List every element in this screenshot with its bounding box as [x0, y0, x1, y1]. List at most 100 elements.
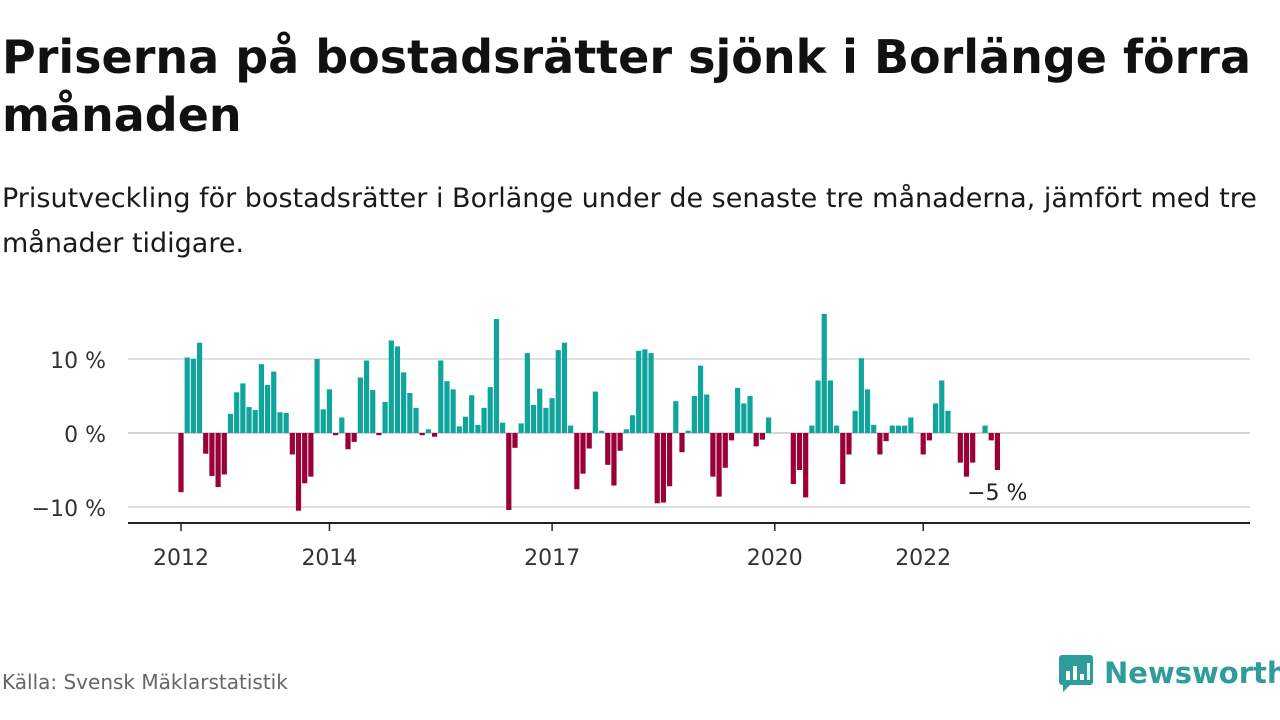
newsworthy-logo[interactable]: Newsworthy [1058, 652, 1280, 694]
newsworthy-logo-icon [1059, 655, 1093, 692]
bar [240, 383, 246, 433]
bar [691, 396, 697, 433]
bar [444, 381, 450, 433]
bar [834, 425, 840, 433]
bar [827, 380, 834, 433]
bar [735, 387, 741, 433]
source-note: Källa: Svensk Mäklarstatistik [2, 670, 288, 694]
bar [475, 424, 481, 433]
bar [518, 423, 524, 433]
x-tick-label: 2022 [895, 546, 951, 571]
bar [741, 403, 747, 433]
x-tick-label: 2014 [301, 546, 357, 571]
bar [456, 426, 462, 433]
bar [333, 433, 339, 436]
bar [908, 417, 914, 433]
bar [945, 410, 951, 433]
bar [574, 433, 580, 490]
bar [685, 430, 691, 433]
bar [339, 417, 345, 433]
bar [803, 433, 809, 498]
bar [605, 433, 611, 465]
bar [716, 433, 722, 497]
bar [388, 340, 394, 433]
bar [982, 425, 988, 433]
bar [543, 407, 549, 433]
bar [815, 380, 821, 433]
bar [438, 360, 444, 433]
bar [178, 433, 184, 493]
bars [178, 313, 1001, 511]
bar [357, 377, 363, 433]
bar [710, 433, 716, 477]
bar [462, 416, 469, 433]
bar [500, 422, 506, 433]
bar [487, 387, 493, 433]
x-tick-label: 2017 [524, 546, 580, 571]
bar [871, 424, 877, 433]
bar [376, 433, 382, 436]
bar [963, 433, 970, 477]
bar [326, 389, 333, 433]
bar [753, 433, 759, 447]
bar-chart: 10 % 0 % −10 % 2012 2014 2017 2020 2022 −5 % [32, 313, 1250, 571]
bar [994, 433, 1001, 470]
bar [586, 433, 592, 449]
bar [877, 433, 883, 455]
bar [549, 398, 555, 433]
bar [234, 392, 240, 433]
bar [246, 407, 252, 433]
bar [648, 353, 654, 433]
bar [920, 433, 926, 455]
bar [308, 433, 314, 477]
bar [926, 433, 932, 441]
bar [271, 371, 277, 433]
bar [704, 394, 710, 433]
bar [598, 430, 605, 433]
bar [258, 364, 264, 433]
bar [932, 403, 939, 433]
bar [617, 433, 623, 451]
bar [840, 433, 846, 485]
bar [425, 429, 431, 433]
bar [747, 396, 753, 433]
bar [988, 433, 994, 441]
bar [636, 350, 642, 433]
bar [289, 433, 295, 455]
bar [363, 360, 370, 433]
bar [345, 433, 351, 450]
bar [370, 390, 376, 433]
bar [283, 413, 289, 433]
bar [277, 412, 283, 433]
bar [629, 415, 636, 433]
bar [660, 433, 667, 503]
bar [568, 425, 574, 433]
bar [407, 393, 413, 433]
bar [580, 433, 586, 474]
bar [190, 359, 196, 433]
bar [506, 433, 512, 510]
bar [642, 349, 648, 433]
bar [883, 433, 889, 442]
bar [846, 433, 852, 455]
chart-title: Priserna på bostadsrätter sjönk i Borlän… [2, 30, 1252, 142]
bar [264, 384, 271, 433]
bar [555, 350, 561, 433]
bar [221, 433, 227, 475]
bar [821, 313, 827, 433]
bar [673, 401, 679, 433]
bar [419, 433, 425, 436]
axis-labels: 10 % 0 % −10 % 2012 2014 2017 2020 2022 −5 % [32, 349, 1028, 571]
bar [796, 433, 803, 470]
bar [215, 433, 221, 488]
bar [895, 425, 902, 433]
bar [295, 433, 302, 511]
bar [351, 433, 357, 442]
bar [939, 380, 945, 433]
bar [227, 413, 234, 433]
chart-subtitle: Prisutveckling för bostadsrätter i Borlä… [2, 183, 1257, 259]
bar [679, 433, 685, 453]
x-axis [128, 522, 1250, 531]
bar [413, 407, 419, 433]
bar [450, 389, 456, 433]
